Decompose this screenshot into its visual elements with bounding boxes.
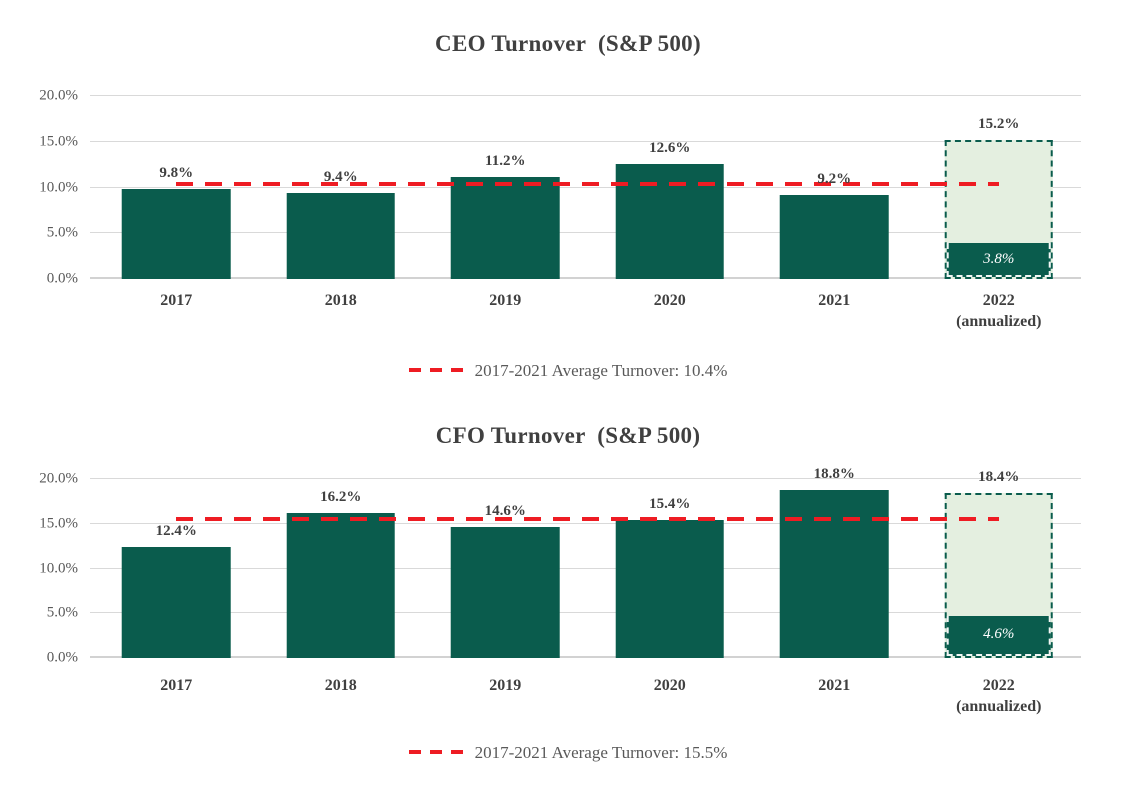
ceo-turnover-chart: CEO Turnover (S&P 500) 0.0% 5.0% 10.0% 15.0…	[0, 0, 1136, 381]
bar-value-label: 11.2%	[485, 152, 526, 169]
y-axis-tick-label: 20.0%	[39, 470, 78, 487]
y-gridline	[90, 567, 1081, 569]
actual-to-date-label: 4.6%	[983, 626, 1015, 643]
x-axis-label: 2022 (annualized)	[956, 292, 1042, 330]
bar-2017	[121, 547, 231, 658]
bar-2017	[121, 189, 231, 279]
plot-wrapper: 0.0% 5.0% 10.0% 15.0% 20.0% 9.8% 9.4% 11.2% 12.…	[0, 88, 1081, 286]
y-axis-tick-label: 10.0%	[39, 560, 78, 576]
chart-title: CFO Turnover (S&P 500)	[435, 423, 701, 448]
bar-value-label: 9.2%	[817, 170, 852, 187]
actual-to-date-label: 3.8%	[983, 250, 1015, 267]
bar-value-label: 18.8%	[813, 465, 855, 482]
y-gridline	[90, 478, 1081, 479]
bar-2018	[286, 513, 396, 658]
cfo-turnover-chart: CFO Turnover (S&P 500) 0.0% 5.0% 10.0% 15.0…	[0, 422, 1136, 763]
y-gridline	[90, 232, 1081, 234]
y-axis: 0.0% 5.0% 10.0% 15.0% 20.0%	[0, 88, 94, 286]
x-axis-label: 2020	[653, 677, 686, 694]
y-gridline	[90, 186, 1081, 188]
x-axis-label-note: (annualized)	[956, 698, 1042, 715]
bar-2020	[615, 520, 725, 658]
x-axis-label: 2019	[489, 292, 522, 309]
legend-label: 2017-2021 Average Turnover: 15.5%	[474, 742, 728, 762]
x-axis: 2017 2018 2019 2020 2021 2022 (annualized)	[94, 675, 1081, 717]
legend: 2017-2021 Average Turnover: 10.4%	[0, 359, 1136, 381]
y-gridline	[90, 522, 1081, 524]
plot-wrapper: 0.0% 5.0% 10.0% 15.0% 20.0% 12.4% 16.2% 14.6% 1…	[0, 466, 1081, 665]
legend-label: 2017-2021 Average Turnover: 10.4%	[474, 360, 728, 380]
average-turnover-line	[176, 181, 999, 186]
bar-2018	[286, 193, 396, 279]
bar-value-label: 9.8%	[159, 165, 194, 182]
y-axis-tick-label: 5.0%	[46, 604, 78, 621]
x-axis-label: 2021	[818, 292, 851, 309]
x-axis-label: 2018	[324, 292, 357, 309]
x-axis-label: 2017	[160, 292, 193, 309]
y-gridline	[90, 277, 1081, 279]
plot-area: 9.8% 9.4% 11.2% 12.6% 9.2% 3.8% 15.2%	[90, 95, 1081, 279]
plot-area: 12.4% 16.2% 14.6% 15.4% 18.8% 4.6% 18.4%	[90, 466, 1081, 658]
average-turnover-line	[176, 517, 999, 522]
chart-title: CEO Turnover (S&P 500)	[435, 31, 701, 56]
x-axis: 2017 2018 2019 2020 2021 2022 (annualized)	[94, 290, 1081, 332]
bar-value-label: 14.6%	[484, 503, 526, 520]
y-axis-tick-label: 0.0%	[46, 270, 78, 287]
bar-value-label: 12.6%	[649, 139, 691, 156]
y-axis-tick-label: 15.0%	[39, 133, 78, 150]
bar-value-label: 15.2%	[978, 115, 1020, 132]
bar-value-label: 15.4%	[649, 496, 691, 513]
bar-2019	[450, 176, 560, 279]
x-axis-label: 2019	[489, 677, 522, 694]
y-gridline	[90, 612, 1081, 614]
x-axis-label-note: (annualized)	[956, 313, 1042, 330]
projected-bar-2022: 3.8%	[944, 139, 1054, 279]
y-axis-tick-label: 20.0%	[39, 87, 78, 104]
legend: 2017-2021 Average Turnover: 15.5%	[0, 741, 1136, 763]
y-axis-tick-label: 0.0%	[46, 649, 78, 666]
actual-to-date-segment: 3.8%	[946, 243, 1052, 277]
bar-value-label: 18.4%	[978, 469, 1020, 486]
y-gridline	[90, 140, 1081, 142]
x-axis-label: 2021	[818, 677, 851, 694]
x-axis-label: 2017	[160, 677, 193, 694]
y-gridline	[90, 656, 1081, 658]
x-axis-label: 2022 (annualized)	[956, 677, 1042, 715]
average-line-legend-marker	[408, 368, 466, 372]
bar-value-label: 16.2%	[320, 489, 362, 506]
bar-value-label: 9.4%	[323, 169, 358, 185]
x-axis-label: 2020	[653, 292, 686, 309]
x-axis-label: 2018	[324, 677, 357, 694]
actual-to-date-segment: 4.6%	[946, 615, 1052, 656]
y-axis: 0.0% 5.0% 10.0% 15.0% 20.0%	[0, 471, 94, 665]
average-line-legend-marker	[408, 750, 466, 754]
y-axis-tick-label: 5.0%	[46, 224, 78, 241]
bar-2021	[779, 489, 889, 658]
y-axis-tick-label: 15.0%	[39, 515, 78, 532]
y-gridline	[90, 95, 1081, 96]
y-axis-tick-label: 10.0%	[39, 179, 78, 195]
bar-value-label: 12.4%	[155, 523, 197, 540]
bar-2021	[779, 194, 889, 279]
bar-2019	[450, 527, 560, 658]
